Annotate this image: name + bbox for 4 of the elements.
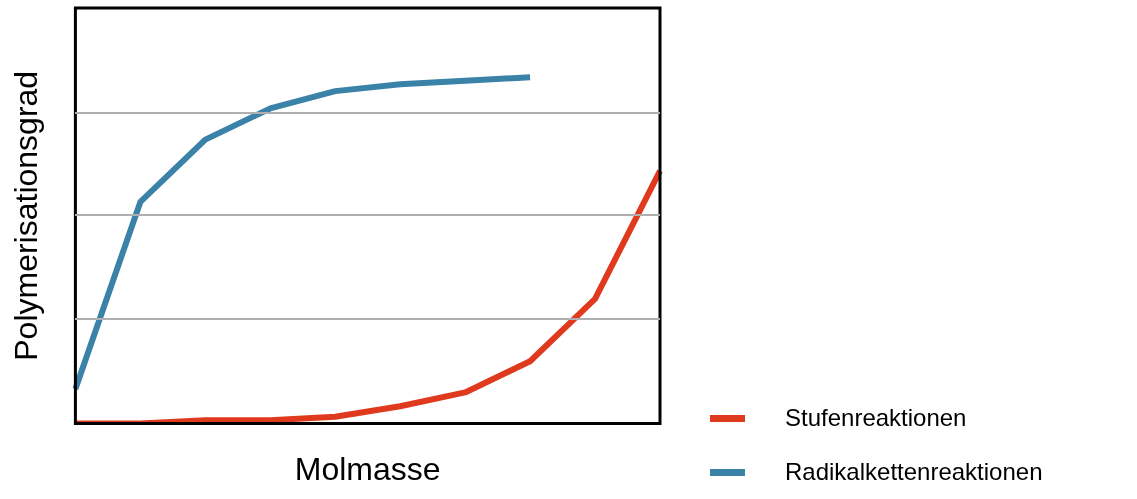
- legend-label: Radikalkettenreaktionen: [785, 458, 1043, 486]
- x-axis-title: Molmasse: [294, 450, 441, 487]
- legend-label: Stufenreaktionen: [785, 404, 967, 432]
- y-axis-title: Polymerisationsgrad: [8, 70, 45, 361]
